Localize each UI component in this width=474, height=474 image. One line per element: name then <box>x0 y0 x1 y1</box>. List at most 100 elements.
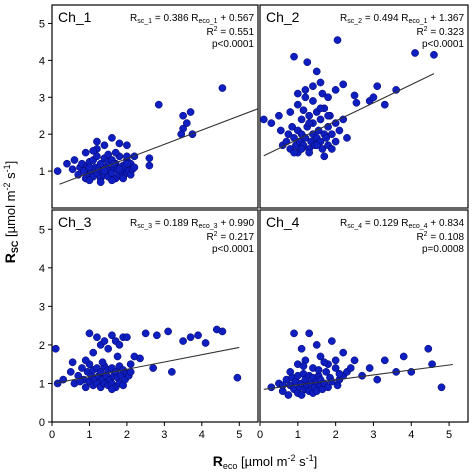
panel-3-ytick-label: 4 <box>39 263 45 275</box>
panel-2-point <box>303 58 312 67</box>
panel-1-regression-line <box>59 108 259 185</box>
panel-1-point <box>81 148 90 157</box>
panel-2-point <box>331 86 340 94</box>
panel-2-point <box>301 86 310 94</box>
panel-4-point <box>286 368 295 376</box>
panel-4-point <box>324 383 332 392</box>
panel-4-point <box>365 364 374 372</box>
panel-2-point <box>380 100 389 109</box>
panel-4-point <box>350 356 359 365</box>
panel-4-regression-line <box>263 363 453 390</box>
panel-1-point <box>123 141 131 150</box>
panel-2-point <box>335 126 344 135</box>
panel-1-point <box>89 146 98 155</box>
panel-2-point <box>430 50 438 59</box>
panel-1-point <box>154 100 163 109</box>
panel-3-equation: Rsc_3 = 0.189 Reco_3 + 0.990 <box>130 218 254 230</box>
panel-3-point <box>93 333 101 342</box>
panel-4-point <box>339 348 348 357</box>
panel-3-xtick-label: 4 <box>199 429 205 441</box>
panel-4-point <box>424 344 433 353</box>
panel-2-point <box>328 145 336 153</box>
panel-1-ytick-label: 3 <box>39 92 45 104</box>
panel-1-point <box>123 159 131 168</box>
panel-4-pvalue: p=0.0008 <box>422 244 464 255</box>
panel-2-point <box>318 145 327 153</box>
panel-3-ytick-label: 0 <box>39 417 45 429</box>
panel-1-point <box>115 165 124 174</box>
panel-3-title: Ch_3 <box>58 214 92 230</box>
panel-2-point <box>411 49 419 57</box>
panel-2-point <box>299 106 308 115</box>
panel-2-point <box>309 97 317 105</box>
panel-2-point <box>322 134 331 142</box>
panel-1-point <box>63 159 71 168</box>
panel-4-point <box>314 366 323 374</box>
panel-1-equation: Rsc_1 = 0.386 Reco_1 + 0.567 <box>130 13 254 25</box>
panel-2-point <box>259 115 268 124</box>
panel-4-point <box>346 364 355 372</box>
panel-4-point <box>290 329 298 338</box>
panel-3-point <box>51 344 60 353</box>
panel-1-point <box>96 159 105 168</box>
panel-1-title: Ch_1 <box>58 9 92 25</box>
panel-3-point <box>108 385 116 394</box>
panel-4-point <box>316 352 325 361</box>
panel-1-point <box>130 163 139 172</box>
panel-3-regression-line <box>55 346 240 384</box>
panel-4-xtick-label: 3 <box>370 429 376 441</box>
panel-2-point <box>318 89 327 98</box>
panel-4-point <box>322 368 331 376</box>
panel-3-point <box>89 348 98 357</box>
panel-3-point <box>141 329 150 338</box>
panel-3-point <box>115 341 124 349</box>
panel-2-point <box>276 126 285 135</box>
panel-3-point <box>179 337 187 345</box>
panel-4-equation: Rsc_4 = 0.129 Reco_4 + 0.834 <box>340 218 464 230</box>
panel-1-point <box>104 150 113 159</box>
panel-3-xtick-label: 3 <box>161 429 167 441</box>
panel-2-point <box>331 137 340 146</box>
panel-4-point <box>399 352 408 361</box>
panel-1-point <box>145 161 154 170</box>
panel-3-xtick-label: 2 <box>124 429 130 441</box>
panel-2-point <box>352 98 361 107</box>
panel-2-point <box>333 36 342 44</box>
panel-3-point <box>233 373 242 382</box>
panel-3-ytick-label: 1 <box>39 378 45 390</box>
panel-2-point <box>305 119 314 127</box>
panel-4-point <box>380 356 389 365</box>
panel-1: 1 2 3 4 5 Ch_1 Rsc_1 = 0.386 Reco_1 + 0.567R2 … <box>39 4 259 209</box>
panel-1-ytick-label: 4 <box>39 55 45 67</box>
panel-1-point <box>145 154 154 163</box>
panel-2-point <box>324 111 332 120</box>
panel-1-point <box>182 119 191 127</box>
panel-2-title: Ch_2 <box>266 9 300 25</box>
panel-2-point <box>267 119 276 127</box>
panel-3-point <box>168 368 176 376</box>
panel-3-point <box>126 360 135 369</box>
y-axis-label: RSC [µmol m-2 s-1] <box>2 161 20 264</box>
panel-3-point <box>85 329 94 338</box>
panel-2-point <box>320 152 329 161</box>
panel-2-point <box>290 52 298 61</box>
panel-4-xtick-label: 4 <box>408 429 414 441</box>
panel-1-point <box>100 141 109 150</box>
panel-4-xtick-label: 1 <box>295 429 301 441</box>
panel-2-points <box>259 36 438 161</box>
panel-3-xtick-label: 5 <box>236 429 242 441</box>
panel-3-point <box>108 331 116 340</box>
panel-3-point <box>81 356 90 365</box>
panel-4-point <box>331 356 340 365</box>
panel-3-point <box>81 383 90 392</box>
panel-3-point <box>194 331 202 340</box>
panel-3-point <box>100 337 109 345</box>
panel-4-point <box>284 391 293 399</box>
panel-3-ytick-label: 5 <box>39 224 45 236</box>
panel-2-point <box>343 134 351 142</box>
panel-4-point <box>312 341 321 349</box>
panel-2-point <box>288 122 296 131</box>
panel-4-point <box>331 364 340 372</box>
